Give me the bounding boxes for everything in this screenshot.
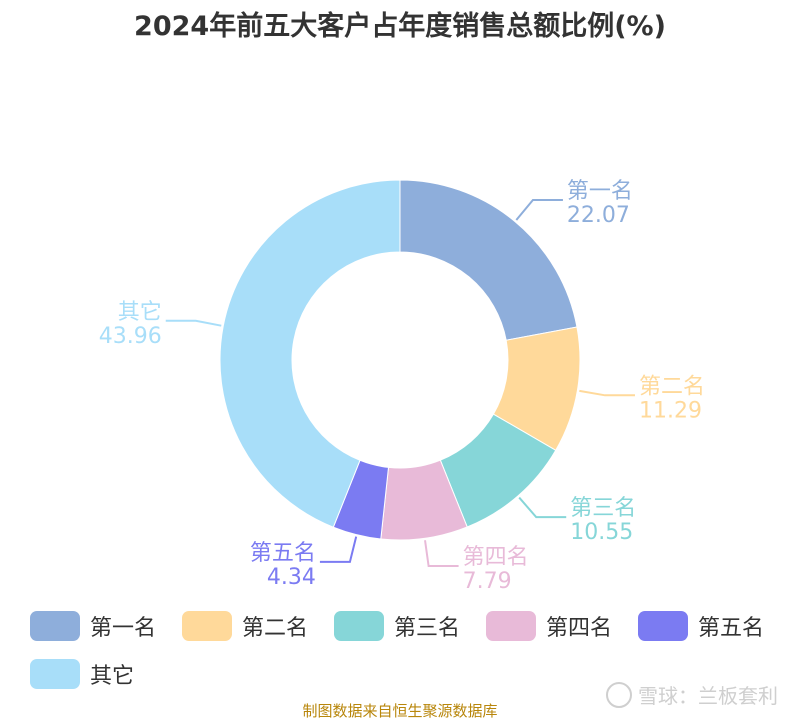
chart-title: 2024年前五大客户占年度销售总额比例(%)	[134, 11, 666, 42]
leader-line-3	[518, 496, 567, 519]
slice-label-value-1: 22.07	[567, 203, 630, 228]
legend-label: 第二名	[242, 616, 309, 641]
legend-swatch	[30, 611, 80, 641]
legend-item-1[interactable]: 第一名	[30, 610, 156, 642]
legend-swatch	[486, 611, 536, 641]
legend-label: 其它	[90, 664, 135, 689]
slice-label-name-1: 第一名	[567, 179, 633, 204]
slice-label-name-3: 第三名	[570, 496, 636, 521]
legend-item-5[interactable]: 第五名	[638, 610, 764, 642]
snowball-logo-icon	[606, 681, 632, 708]
slice-label-value-6: 43.96	[99, 324, 162, 349]
slice-label-value-5: 4.34	[267, 565, 316, 590]
leader-line-4	[424, 540, 459, 568]
legend-swatch	[638, 611, 688, 641]
watermark-text: 雪球：兰板套利	[638, 684, 778, 708]
slice-label-name-6: 其它	[118, 300, 162, 325]
slice-label-value-4: 7.79	[463, 569, 512, 594]
leader-line-2	[579, 389, 635, 397]
slice-label-name-4: 第四名	[463, 545, 529, 570]
legend-item-2[interactable]: 第二名	[182, 610, 308, 642]
legend-label: 第四名	[546, 616, 613, 641]
legend-swatch	[334, 611, 384, 641]
legend-label: 第三名	[394, 616, 461, 641]
slice-label-value-2: 11.29	[639, 398, 702, 423]
legend-label: 第一名	[90, 616, 157, 641]
legend-item-4[interactable]: 第四名	[486, 610, 612, 642]
slice-6[interactable]	[219, 179, 401, 528]
legend-label: 第五名	[698, 616, 765, 641]
legend-item-3[interactable]: 第三名	[334, 610, 460, 642]
leader-line-6	[165, 319, 222, 327]
slice-label-name-5: 第五名	[250, 541, 316, 566]
source-note: 制图数据来自恒生聚源数据库	[302, 702, 498, 720]
leader-line-5	[319, 536, 358, 563]
legend-swatch	[30, 659, 80, 689]
slice-label-value-3: 10.55	[570, 520, 633, 545]
leader-line-1	[515, 199, 563, 221]
legend-swatch	[182, 611, 232, 641]
slice-label-name-2: 第二名	[639, 374, 705, 399]
legend-item-6[interactable]: 其它	[30, 658, 134, 690]
slice-1[interactable]	[399, 179, 578, 341]
watermark: 雪球：兰板套利	[606, 680, 778, 709]
